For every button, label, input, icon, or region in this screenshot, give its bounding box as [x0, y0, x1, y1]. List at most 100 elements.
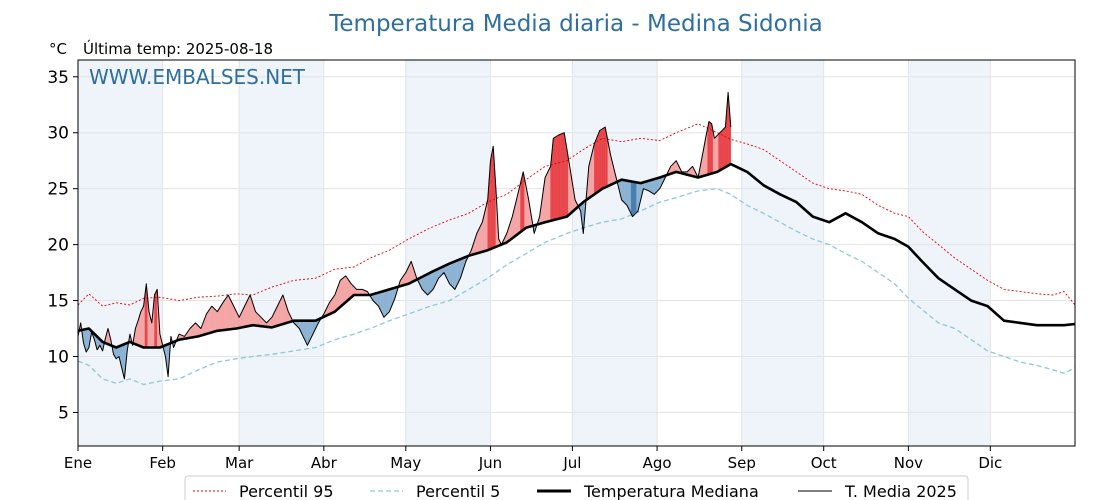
fill-above-median	[193, 322, 196, 338]
fill-below-median	[621, 179, 624, 202]
fill-above-median	[553, 137, 555, 221]
fill-above-median	[714, 136, 717, 173]
legend: Percentil 95 Percentil 5 Temperatura Med…	[184, 475, 969, 500]
fill-below-median	[648, 180, 651, 193]
fill-above-median	[346, 277, 349, 302]
fill-above-median	[559, 133, 562, 219]
legend-label-median: Temperatura Mediana	[583, 482, 759, 500]
month-band-8	[741, 60, 824, 446]
fill-below-median	[450, 262, 453, 288]
fill-below-median	[457, 259, 460, 284]
fill-above-median	[603, 126, 606, 189]
fill-above-median	[342, 276, 345, 305]
fill-below-median	[632, 181, 635, 218]
fill-below-median	[635, 181, 637, 215]
fill-above-median	[333, 294, 335, 313]
month-label-mar: Mar	[225, 454, 254, 472]
fill-above-median	[256, 312, 259, 327]
fill-above-median	[477, 227, 480, 254]
y-tick-label: 5	[58, 403, 69, 423]
fill-below-median	[622, 179, 625, 204]
fill-above-median	[591, 149, 594, 197]
fill-above-median	[723, 126, 726, 169]
fill-above-median	[555, 135, 558, 220]
fill-above-median	[281, 294, 284, 325]
fill-above-median	[547, 168, 550, 222]
fill-below-median	[650, 179, 652, 193]
month-label-jun: Jun	[478, 454, 502, 472]
fill-above-median	[230, 300, 233, 330]
fill-above-median	[604, 127, 607, 188]
month-label-feb: Feb	[149, 454, 176, 472]
fill-below-median	[428, 272, 431, 295]
grid-lines	[77, 60, 1075, 446]
fill-below-median	[307, 320, 310, 346]
fill-above-median	[245, 300, 248, 327]
fill-below-median	[423, 275, 426, 293]
fill-above-median	[154, 292, 157, 348]
fill-below-median	[636, 182, 639, 213]
fill-above-median	[228, 294, 230, 330]
month-label-abr: Abr	[311, 454, 338, 472]
fill-above-median	[716, 133, 719, 173]
fill-above-median	[598, 130, 600, 192]
month-bands	[78, 60, 991, 446]
fill-below-median	[629, 180, 632, 214]
fill-below-median	[633, 181, 636, 216]
fill-above-median	[223, 298, 226, 331]
legend-box	[184, 475, 969, 500]
y-tick-label: 30	[47, 124, 69, 144]
fill-above-median	[480, 222, 483, 253]
series-lines	[77, 91, 1076, 386]
fill-above-median	[278, 300, 281, 326]
fill-below-median	[655, 178, 658, 194]
series-line-p95	[77, 123, 1076, 307]
fill-below-median	[628, 180, 630, 212]
fill-above-median	[595, 137, 598, 194]
legend-label-current: T. Media 2025	[844, 482, 957, 500]
fill-above-median	[221, 302, 223, 331]
fill-above-median	[206, 311, 208, 335]
fill-above-median	[232, 303, 234, 330]
last-temp-subtitle: Última temp: 2025-08-18	[83, 39, 273, 58]
fill-below-median	[624, 179, 626, 205]
chart-title: Temperatura Media diaria - Medina Sidoni…	[328, 11, 822, 37]
month-label-ene: Ene	[64, 454, 92, 472]
fill-above-median	[486, 199, 488, 251]
month-label-may: May	[390, 454, 421, 472]
month-band-10	[908, 60, 991, 446]
fill-above-median	[247, 297, 249, 327]
fill-above-median	[155, 289, 158, 348]
month-label-nov: Nov	[894, 454, 923, 472]
y-unit-label: °C	[49, 40, 67, 58]
fill-above-median	[594, 140, 596, 195]
fill-above-median	[345, 275, 348, 303]
fill-above-median	[564, 132, 566, 218]
fill-below-median	[430, 271, 432, 293]
month-label-dic: Dic	[978, 454, 1002, 472]
y-tick-label: 10	[47, 347, 69, 367]
fill-above-median	[211, 305, 214, 333]
month-band-0	[78, 60, 163, 446]
fill-above-median	[546, 171, 549, 223]
fill-below-median	[424, 274, 427, 295]
fill-above-median	[554, 136, 557, 221]
fill-above-median	[491, 146, 494, 249]
y-tick-label: 35	[47, 68, 69, 88]
fill-above-median	[562, 132, 565, 218]
fill-below-median	[449, 262, 452, 286]
fill-below-median	[626, 180, 629, 209]
fill-above-median	[208, 307, 211, 334]
fill-below-median	[630, 181, 633, 217]
watermark-text: WWW.EMBALSES.NET	[89, 65, 306, 89]
fill-above-median	[718, 132, 721, 172]
fill-below-median	[382, 290, 385, 318]
fill-below-median	[431, 270, 434, 292]
fill-above-median	[558, 134, 561, 219]
fill-above-median	[226, 294, 229, 330]
fill-above-median	[214, 308, 217, 332]
fill-above-median	[544, 174, 547, 223]
fill-above-median	[518, 183, 521, 234]
fill-above-median	[344, 275, 346, 304]
